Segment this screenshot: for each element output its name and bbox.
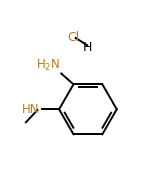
- Text: Cl: Cl: [67, 31, 80, 44]
- Text: H: H: [83, 41, 93, 54]
- Text: HN: HN: [21, 103, 39, 116]
- Text: $\mathregular{H_2N}$: $\mathregular{H_2N}$: [36, 58, 61, 73]
